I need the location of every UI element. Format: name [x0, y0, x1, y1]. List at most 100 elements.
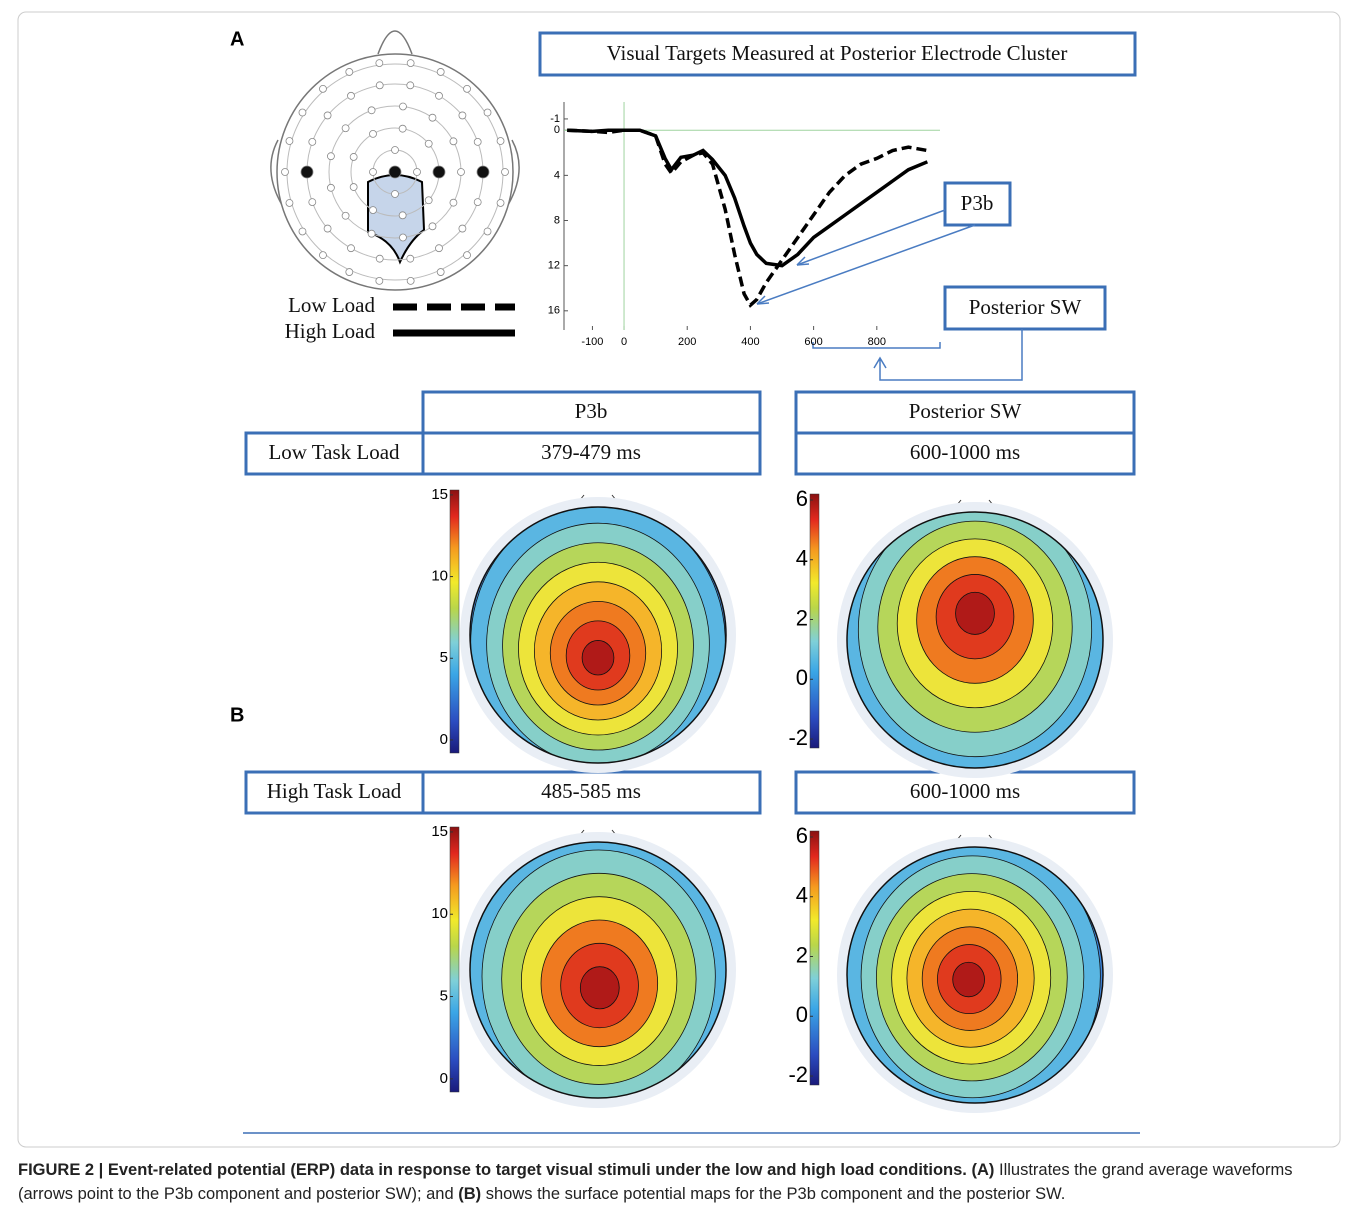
chart-title: Visual Targets Measured at Posterior Ele…	[607, 41, 1068, 65]
y-tick-label: -1	[550, 113, 560, 125]
colorbar-tick-label: 0	[796, 665, 808, 690]
topomap: 0 5 10 15	[431, 823, 736, 1108]
x-tick-label: 200	[678, 336, 696, 348]
electrode	[496, 137, 505, 145]
electrode	[327, 183, 335, 192]
electrode	[323, 224, 332, 233]
electrode	[435, 244, 443, 253]
electrode	[496, 199, 505, 207]
electrode	[406, 276, 415, 285]
x-tick-label: -100	[581, 336, 603, 348]
colorbar-tick-label: 15	[431, 486, 448, 503]
table-cell: 600-1000 ms	[910, 779, 1020, 803]
electrode	[463, 84, 471, 93]
y-tick-label: 0	[554, 124, 560, 136]
contour	[579, 966, 620, 1010]
caption-ref: (B)	[458, 1185, 482, 1203]
legend-label: Low Load	[288, 293, 375, 317]
electrode	[298, 108, 307, 117]
colorbar-tick-label: 6	[796, 486, 808, 511]
electrode	[341, 211, 350, 220]
electrode	[347, 91, 355, 100]
x-tick-label: 800	[868, 336, 886, 348]
row-label: High Task Load	[267, 779, 402, 803]
electrode	[367, 106, 376, 115]
electrode	[476, 165, 490, 179]
electrode	[424, 139, 433, 148]
title-box	[538, 31, 1137, 77]
table-cell: 379-479 ms	[541, 440, 641, 464]
x-tick-label: 0	[621, 336, 627, 348]
electrode	[369, 206, 377, 215]
panel-label: B	[230, 704, 244, 726]
head-border	[469, 841, 727, 1099]
colorbar-tick-label: 2	[796, 942, 808, 967]
electrode	[458, 111, 467, 120]
electrode	[463, 251, 471, 260]
electrode	[483, 108, 492, 117]
colorbar-tick-label: 5	[440, 649, 448, 666]
electrode	[398, 124, 407, 133]
electrode	[413, 168, 421, 176]
electrode	[432, 165, 446, 179]
electrode	[436, 68, 445, 76]
electrode	[501, 168, 509, 176]
electrode	[399, 233, 407, 242]
figure-frame	[17, 11, 1341, 1148]
colorbar	[809, 830, 820, 1086]
colorbar	[449, 489, 460, 754]
y-tick-label: 12	[548, 260, 560, 272]
colorbar	[809, 493, 820, 749]
electrode	[424, 196, 433, 205]
legend-label: High Load	[285, 319, 376, 343]
electrode	[398, 211, 407, 220]
electrode	[341, 124, 350, 133]
table-cell: 485-585 ms	[541, 779, 641, 803]
electrode	[428, 113, 437, 122]
colorbar-tick-label: 0	[440, 731, 448, 748]
electrode	[345, 68, 354, 76]
table	[244, 390, 1136, 815]
electrode	[369, 129, 377, 138]
electrode	[391, 146, 399, 154]
colorbar-tick-label: 4	[796, 883, 808, 908]
electrode	[319, 84, 327, 93]
electrode	[308, 138, 317, 146]
electrode	[367, 229, 376, 238]
annotation-box	[943, 181, 1012, 227]
colorbar	[449, 826, 460, 1093]
electrode	[436, 268, 445, 276]
figure: A B Low Load High Load Visual Targets Me…	[17, 11, 1341, 1148]
colorbar-tick-label: 4	[796, 546, 808, 571]
colorbar-tick-label: 0	[796, 1002, 808, 1027]
electrode	[300, 165, 314, 179]
electrode	[391, 190, 399, 198]
electrode	[281, 168, 289, 176]
annotation: P3b	[961, 191, 994, 215]
electrode	[323, 111, 332, 120]
row-label: Low Task Load	[268, 440, 400, 464]
electrode	[406, 59, 415, 68]
electrode	[473, 198, 482, 206]
head-border	[846, 846, 1104, 1104]
electrode	[473, 138, 482, 146]
caption: FIGURE 2 | Event-related potential (ERP)…	[18, 1158, 1343, 1206]
electrode	[435, 91, 443, 100]
table-cell: 600-1000 ms	[910, 440, 1020, 464]
electrode	[347, 244, 355, 253]
y-tick-label: 8	[554, 214, 560, 226]
table-header: P3b	[575, 399, 608, 423]
electrode	[375, 59, 384, 68]
x-tick-label: 400	[741, 336, 759, 348]
electrode	[375, 81, 384, 90]
colorbar-tick-label: 2	[796, 605, 808, 630]
colorbar-tick-label: -2	[788, 1062, 808, 1087]
topomap: -2 0 2 4 6	[788, 823, 1113, 1113]
electrode	[349, 183, 358, 191]
head-border	[469, 506, 727, 764]
y-tick-label: 4	[554, 169, 560, 181]
y-tick-label: 16	[548, 305, 560, 317]
electrode	[388, 165, 402, 179]
caption-title: FIGURE 2 | Event-related potential (ERP)…	[18, 1161, 967, 1179]
